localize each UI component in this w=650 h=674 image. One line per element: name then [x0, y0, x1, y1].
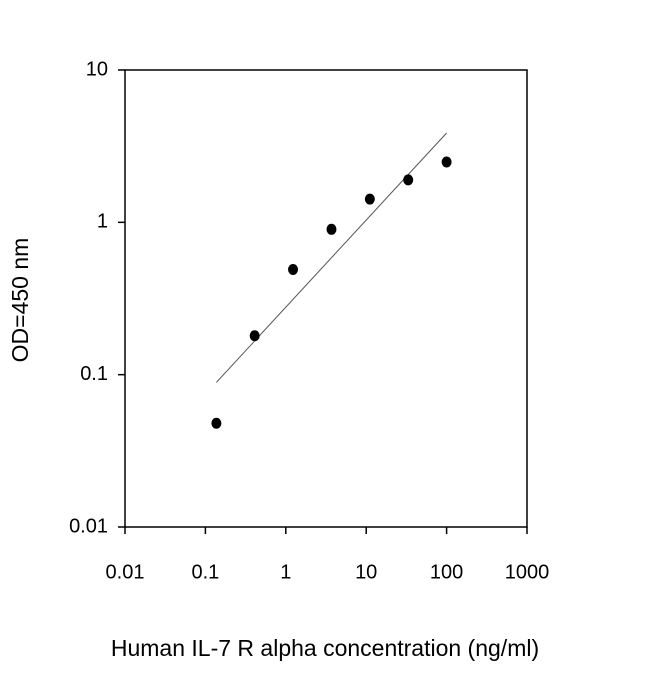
- y-tick-label: 1: [97, 211, 108, 233]
- x-tick-label: 1: [280, 561, 291, 583]
- data-point: [441, 156, 452, 168]
- x-tick-label: 0.01: [106, 561, 145, 583]
- trendline: [216, 132, 447, 383]
- y-tick-label: 0.01: [69, 515, 108, 537]
- x-axis-title: Human IL-7 R alpha concentration (ng/ml): [111, 635, 539, 661]
- data-point: [249, 330, 260, 342]
- x-tick-label: 0.1: [191, 561, 219, 583]
- data-point: [326, 223, 337, 235]
- data-point: [288, 264, 299, 276]
- data-point: [211, 417, 222, 429]
- plot-frame: [124, 69, 528, 528]
- y-axis-title: OD=450 nm: [7, 238, 33, 363]
- y-tick-label: 0.1: [80, 363, 108, 385]
- x-tick-label: 10: [355, 561, 377, 583]
- data-point: [364, 193, 375, 205]
- x-tick-label: 1000: [505, 561, 550, 583]
- data-point: [403, 174, 414, 186]
- x-tick-label: 100: [430, 561, 463, 583]
- y-tick-label: 10: [86, 58, 108, 80]
